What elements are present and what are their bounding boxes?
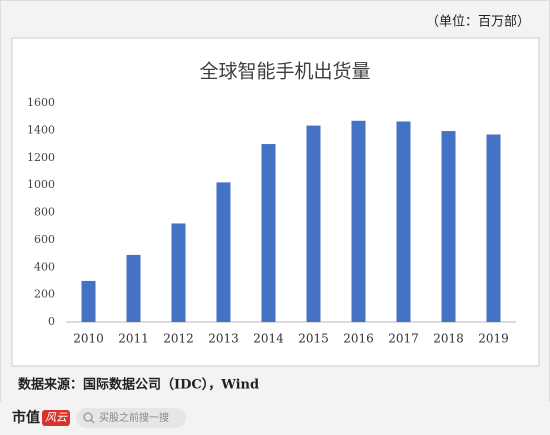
bar	[81, 280, 96, 322]
chart-title: 全球智能手机出货量	[199, 61, 370, 83]
y-tick-label: 600	[34, 233, 55, 246]
bar	[441, 131, 456, 322]
bar	[171, 223, 186, 322]
y-tick-label: 1200	[27, 151, 55, 164]
bar	[486, 134, 501, 322]
bar	[396, 121, 411, 323]
search-box[interactable]	[76, 408, 186, 428]
y-tick-label: 0	[48, 315, 55, 328]
logo-badge-bg	[42, 410, 70, 426]
x-tick-label: 2010	[73, 332, 104, 346]
x-tick-label: 2019	[478, 332, 509, 346]
y-tick-label: 1400	[27, 123, 55, 136]
x-tick-label: 2017	[388, 332, 419, 346]
bar	[261, 144, 276, 322]
bar	[126, 254, 141, 322]
x-tick-label: 2011	[118, 332, 149, 346]
x-tick-label: 2013	[208, 332, 239, 346]
x-tick-label: 2015	[298, 332, 329, 346]
y-tick-label: 1600	[27, 96, 55, 109]
x-tick-label: 2012	[163, 332, 194, 346]
x-tick-label: 2014	[253, 332, 284, 346]
source-note: 数据来源：国际数据公司（IDC），Wind	[18, 377, 259, 393]
x-tick-label: 2016	[343, 332, 374, 346]
y-tick-label: 800	[34, 206, 55, 219]
logo-badge: 风云	[45, 411, 68, 424]
y-tick-label: 1000	[27, 178, 55, 191]
bar	[216, 182, 231, 322]
y-tick-label: 200	[34, 288, 55, 301]
x-tick-label: 2018	[433, 332, 464, 346]
bar	[306, 125, 321, 322]
logo-text: 市值	[12, 409, 40, 426]
bar	[351, 120, 366, 322]
y-tick-label: 400	[34, 260, 55, 273]
search-icon-handle	[90, 419, 95, 424]
search-placeholder[interactable]: 买股之前搜一搜	[99, 411, 169, 424]
unit-label: （单位：百万部）	[426, 15, 530, 30]
search-icon	[83, 412, 93, 422]
